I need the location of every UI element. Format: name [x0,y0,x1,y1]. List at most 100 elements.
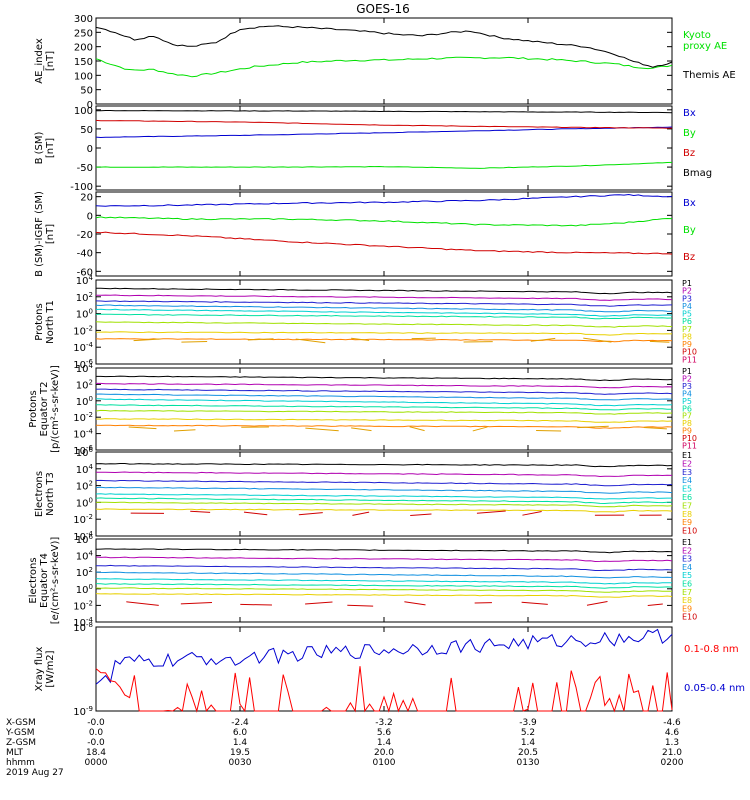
channel-legend: P8 [682,332,692,341]
channel-legend: P9 [682,340,692,349]
y-axis-label: Electrons [34,471,45,517]
channel-fragment [411,337,436,340]
footer-value: 0030 [229,758,252,768]
series-bz [95,119,673,129]
footer-value: -3.9 [519,718,537,728]
channel-legend: E7 [682,588,692,597]
y-tick-label: 10-4 [73,428,93,441]
y-tick-label: 10-9 [73,705,93,718]
channel-line [95,571,673,579]
channel-fragment [409,426,425,432]
panel-bsm: -100 -50 0 50 100 B (SM) [nT] Bx By Bz Bmag [34,105,712,193]
channel-legend: E10 [682,613,697,622]
channel-legend: P1 [682,279,692,288]
footer-value: 20.0 [374,748,394,758]
y-axis-label: [e/(cm²-s-sr-keV)] [50,537,61,625]
channel-fragment [190,510,211,513]
channel-line [95,294,672,301]
channel-legend: P9 [682,427,692,436]
y-tick-label: 102 [76,480,93,493]
channel-legend: E6 [682,493,692,502]
legend-bx: Bx [683,198,696,209]
footer-row-label: X-GSM [6,718,36,728]
y-tick-label: 100 [76,395,93,408]
channel-line [95,388,673,395]
channel-fragment [577,425,609,429]
footer-value: -4.6 [663,718,681,728]
channel-line [96,382,673,389]
channel-fragment [647,603,663,607]
y-axis-label: Equator T2 [39,382,50,437]
y-tick-label: 102 [76,566,93,579]
footer-value: -2.4 [231,718,249,728]
channel-line [95,486,673,494]
y-tick-label: 104 [76,550,94,563]
footer-value: -0.0 [87,738,105,748]
channel-line [95,556,673,563]
y-tick-label: 10-2 [73,599,93,612]
orbit-footer: X-GSM -0.0 -2.4 -3.2 -3.9 -4.6 Y-GSM 0.0 6.0 5.6 5… [5,718,684,778]
legend-kyoto-proxy-ae: proxy AE [683,41,727,52]
legend-by: By [683,225,696,236]
channel-line [95,508,673,513]
y-tick-label: -60 [77,267,93,278]
y-tick-label: 200 [74,43,93,54]
series-by [95,216,673,227]
y-tick-label: 100 [74,106,93,117]
channel-line [95,493,672,500]
channel-fragment [536,429,562,432]
channel-legend: P7 [682,412,692,421]
channel-line [96,375,673,382]
channel-legend: P10 [682,348,697,357]
channel-line [95,304,673,313]
y-axis-label: Electrons [28,557,39,603]
channel-fragment [133,338,161,342]
series-themis-ae [95,25,673,68]
channel-line [95,497,672,505]
channel-legend: P5 [682,310,692,319]
y-tick-label: -20 [77,230,93,241]
footer-value: 4.6 [665,728,680,738]
channel-legend: E3 [682,468,692,477]
footer-value: 0.0 [89,728,104,738]
channel-legend: P4 [682,302,692,311]
y-tick-label: 100 [74,71,93,82]
y-axis-label: B (SM)-IGRF (SM) [34,191,45,277]
channel-legend: E4 [682,563,692,572]
channel-line [95,287,673,295]
y-axis-label: [nT] [45,138,56,158]
channel-fragment [243,511,268,516]
channel-line [95,479,673,487]
channel-legend: E5 [682,485,692,494]
legend-bz: Bz [683,252,695,263]
y-tick-label: 0 [87,100,93,111]
footer-value: 1.4 [377,738,392,748]
y-axis-label: Equator T4 [39,553,50,608]
series-0.1-0.8-nm [95,666,673,713]
y-axis-label: Protons [34,303,45,340]
y-tick-label: 250 [74,28,93,39]
channel-fragment [173,429,196,432]
channel-fragment [649,340,670,343]
channel-legend: E1 [682,451,692,460]
channel-fragment [126,601,159,606]
footer-row-label: MLT [6,748,24,758]
channel-fragment [472,426,488,432]
channel-legend: P4 [682,389,692,398]
y-axis-label: North T1 [45,300,56,344]
y-tick-label: 300 [74,14,93,25]
y-tick-label: 106 [76,533,94,546]
channel-fragment [352,511,370,516]
channel-fragment [476,510,506,514]
channel-fragment [351,427,372,432]
channel-fragment [247,338,274,341]
channel-legend: E5 [682,571,692,580]
footer-value: 5.2 [521,728,535,738]
channel-legend: P11 [682,355,697,364]
channel-fragment [298,512,323,516]
footer-value: 20.5 [518,748,538,758]
y-tick-label: 50 [80,86,93,97]
y-tick-label: -40 [77,249,93,260]
